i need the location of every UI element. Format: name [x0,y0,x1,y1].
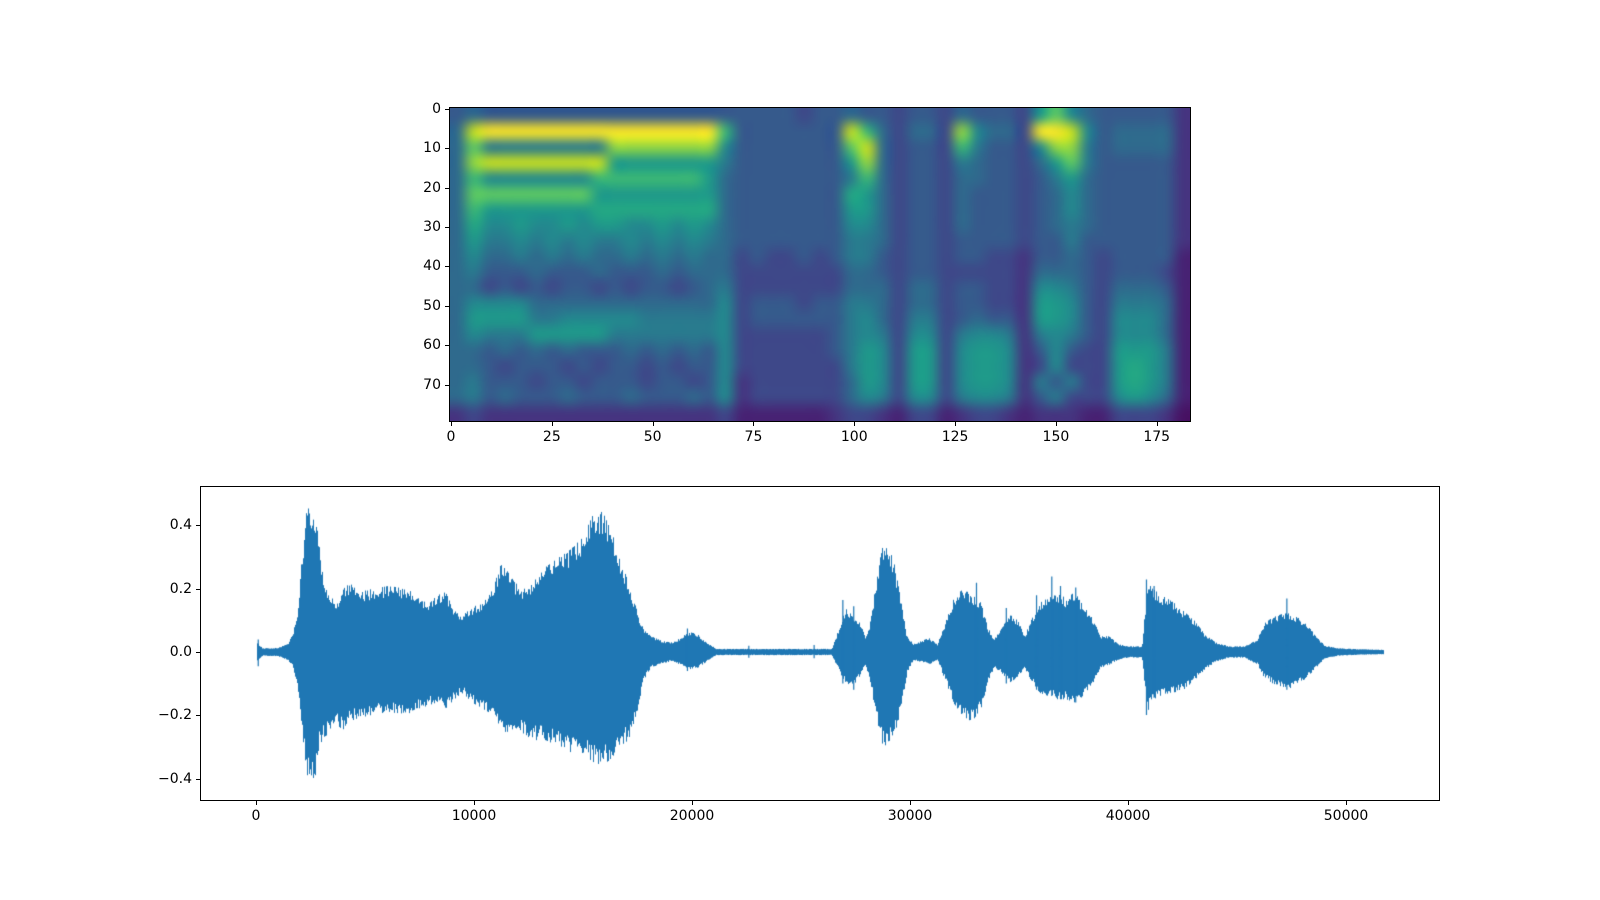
tick-label: 75 [744,429,763,445]
tick-mark [445,187,449,189]
tick-mark [753,422,755,426]
tick-label: 30000 [887,808,933,824]
tick-mark [445,266,449,268]
tick-label: 0.0 [169,644,192,661]
tick-label: 20000 [669,808,715,824]
tick-label: 30 [423,219,441,236]
tick-label: 0.4 [169,517,192,534]
tick-mark [692,801,694,805]
tick-mark [955,422,957,426]
tick-mark [196,778,200,780]
tick-mark [1128,801,1130,805]
tick-label: 40 [423,258,441,275]
tick-mark [445,305,449,307]
waveform-axes [200,486,1440,801]
tick-label: 60 [423,337,441,354]
tick-label: 50 [643,429,662,445]
tick-mark [196,715,200,717]
tick-mark [910,801,912,805]
tick-label: 70 [423,376,441,393]
spectrogram-axes [449,107,1191,422]
tick-mark [196,525,200,527]
tick-label: 25 [542,429,561,445]
tick-label: −0.4 [158,770,192,787]
tick-label: 0.2 [169,580,192,597]
tick-label: 50 [423,297,441,314]
tick-mark [196,588,200,590]
tick-mark [196,652,200,654]
tick-mark [445,148,449,150]
tick-label: 150 [1042,429,1070,445]
tick-mark [445,108,449,110]
spectrogram-image [450,108,1190,421]
tick-mark [451,422,453,426]
tick-mark [445,345,449,347]
tick-label: 0 [251,808,261,824]
tick-label: 0 [432,100,441,117]
tick-mark [1055,422,1057,426]
tick-mark [474,801,476,805]
tick-mark [551,422,553,426]
tick-mark [652,422,654,426]
tick-label: 125 [941,429,969,445]
tick-mark [445,227,449,229]
tick-mark [445,384,449,386]
tick-mark [1346,801,1348,805]
tick-mark [1156,422,1158,426]
tick-label: 10 [423,140,441,157]
tick-mark [854,422,856,426]
tick-label: 50000 [1323,808,1369,824]
tick-label: 20 [423,179,441,196]
waveform-plot [201,487,1439,800]
tick-label: 40000 [1105,808,1151,824]
tick-label: −0.2 [158,707,192,724]
tick-mark [256,801,258,805]
tick-label: 100 [840,429,868,445]
tick-label: 0 [446,429,456,445]
tick-label: 175 [1143,429,1171,445]
tick-label: 10000 [451,808,497,824]
